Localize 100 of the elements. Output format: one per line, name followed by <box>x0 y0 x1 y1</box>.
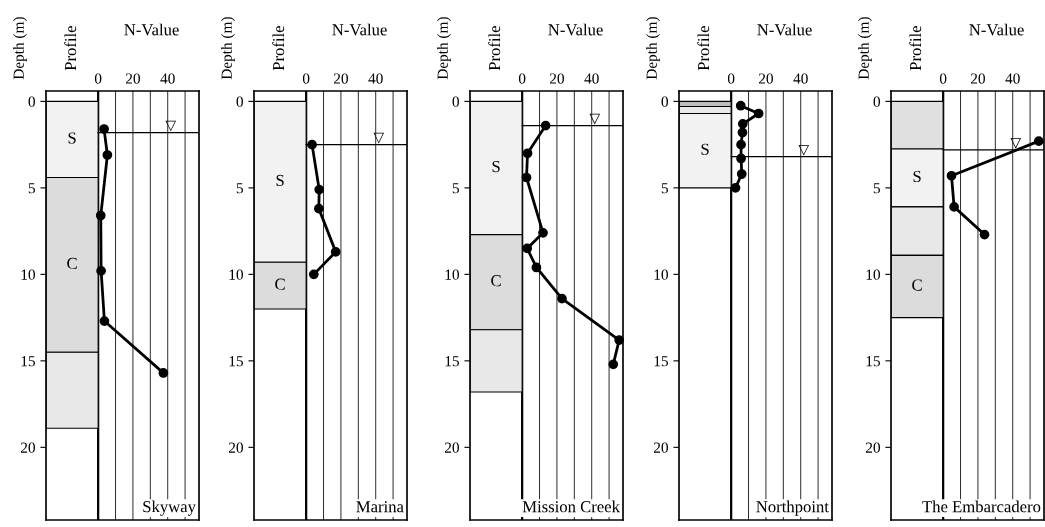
band-label: S <box>913 170 921 183</box>
y-tick-label: 20 <box>20 442 35 453</box>
text: Mission Creek <box>522 500 620 513</box>
y-tick-label: 10 <box>229 269 243 280</box>
y-tick-label: 15 <box>866 356 880 367</box>
text: Profile <box>697 26 710 71</box>
x-tick-label: 0 <box>727 73 735 84</box>
x-tick-label: 40 <box>793 73 808 84</box>
x-tick-label: 0 <box>94 73 102 84</box>
y-axis-title: Depth (m) <box>437 17 451 80</box>
text: Northpoint <box>756 500 829 516</box>
x-tick-label: 40 <box>368 73 383 84</box>
y-tick-label: 0 <box>873 96 880 107</box>
y-axis-title: Depth (m) <box>221 17 235 80</box>
y-tick-label: 15 <box>445 356 459 367</box>
x-axis-title: N-Value <box>548 23 603 36</box>
point <box>557 293 567 304</box>
y-tick-label: 15 <box>229 356 243 367</box>
text: Profile <box>909 26 922 71</box>
y-tick-label: 5 <box>236 183 243 194</box>
x-axis-title: N-Value <box>332 23 387 36</box>
point <box>538 227 548 238</box>
point <box>96 266 106 276</box>
point <box>330 247 341 257</box>
y-tick-label: 5 <box>873 183 880 194</box>
point <box>735 100 746 111</box>
y-tick-label: 0 <box>661 96 668 107</box>
y-tick-label: 0 <box>236 96 243 107</box>
x-tick-label: 0 <box>939 73 947 84</box>
point <box>307 139 317 150</box>
point <box>736 139 746 150</box>
x-tick-label: 40 <box>160 73 175 84</box>
y-tick-label: 10 <box>654 269 668 280</box>
band-label: C <box>275 278 285 290</box>
y-tick-label: 15 <box>654 356 668 367</box>
point <box>521 172 532 183</box>
point <box>540 120 551 131</box>
x-axis-title: N-Value <box>757 23 812 36</box>
point <box>308 269 319 280</box>
y-tick-label: 10 <box>445 269 459 280</box>
x-tick-label: 0 <box>518 73 526 84</box>
x-tick-label: 20 <box>758 73 773 84</box>
point <box>522 148 533 159</box>
band-label: S <box>68 132 76 144</box>
x-axis-title: N-Value <box>969 23 1024 36</box>
x-tick-label: 40 <box>584 73 599 84</box>
y-axis-title: Depth (m) <box>858 17 872 80</box>
y-tick-label: 0 <box>452 96 459 107</box>
text: Marina <box>356 501 404 513</box>
point <box>753 108 764 119</box>
point <box>313 203 324 214</box>
band-label: C <box>912 279 922 291</box>
point <box>522 243 533 254</box>
y-tick-label: 5 <box>661 183 668 194</box>
point <box>95 210 106 221</box>
point <box>614 335 625 345</box>
point <box>736 153 746 164</box>
y-tick-label: 20 <box>228 442 243 453</box>
point <box>99 316 110 326</box>
point <box>730 183 741 193</box>
point <box>979 229 990 240</box>
text: Skyway <box>143 500 196 516</box>
x-axis-title: N-Value <box>124 23 179 36</box>
point <box>608 359 619 370</box>
band-label: S <box>701 143 709 155</box>
point <box>736 169 747 179</box>
y-tick-label: 5 <box>452 183 459 194</box>
band-label: C <box>67 257 77 270</box>
point <box>102 150 113 160</box>
text: The Embarcadero <box>922 500 1041 513</box>
band-label: S <box>492 160 500 173</box>
point <box>737 127 748 138</box>
y-tick-label: 10 <box>866 269 880 280</box>
y-tick-label: 15 <box>21 356 35 367</box>
point <box>946 170 957 181</box>
y-tick-label: 20 <box>865 442 880 453</box>
text: Profile <box>64 26 77 71</box>
y-tick-label: 0 <box>28 96 35 107</box>
x-tick-label: 20 <box>333 73 348 84</box>
y-tick-label: 5 <box>28 183 35 194</box>
y-axis-title: Depth (m) <box>13 17 27 80</box>
text: Profile <box>488 26 501 71</box>
y-tick-label: 20 <box>444 442 459 453</box>
point <box>949 202 959 212</box>
x-tick-label: 20 <box>970 73 985 84</box>
point <box>1033 136 1044 147</box>
x-tick-label: 40 <box>1005 73 1020 84</box>
x-tick-label: 20 <box>549 73 564 84</box>
text: Profile <box>272 26 285 71</box>
y-axis-title: Depth (m) <box>646 17 660 80</box>
band-label: S <box>276 174 284 186</box>
point <box>531 262 542 273</box>
y-tick-label: 10 <box>21 269 35 280</box>
y-tick-label: 20 <box>653 442 668 453</box>
x-tick-label: 0 <box>302 73 310 84</box>
point <box>314 184 325 195</box>
x-tick-label: 20 <box>125 73 140 84</box>
point <box>737 119 748 129</box>
band-label: C <box>491 275 501 287</box>
point <box>99 124 109 134</box>
